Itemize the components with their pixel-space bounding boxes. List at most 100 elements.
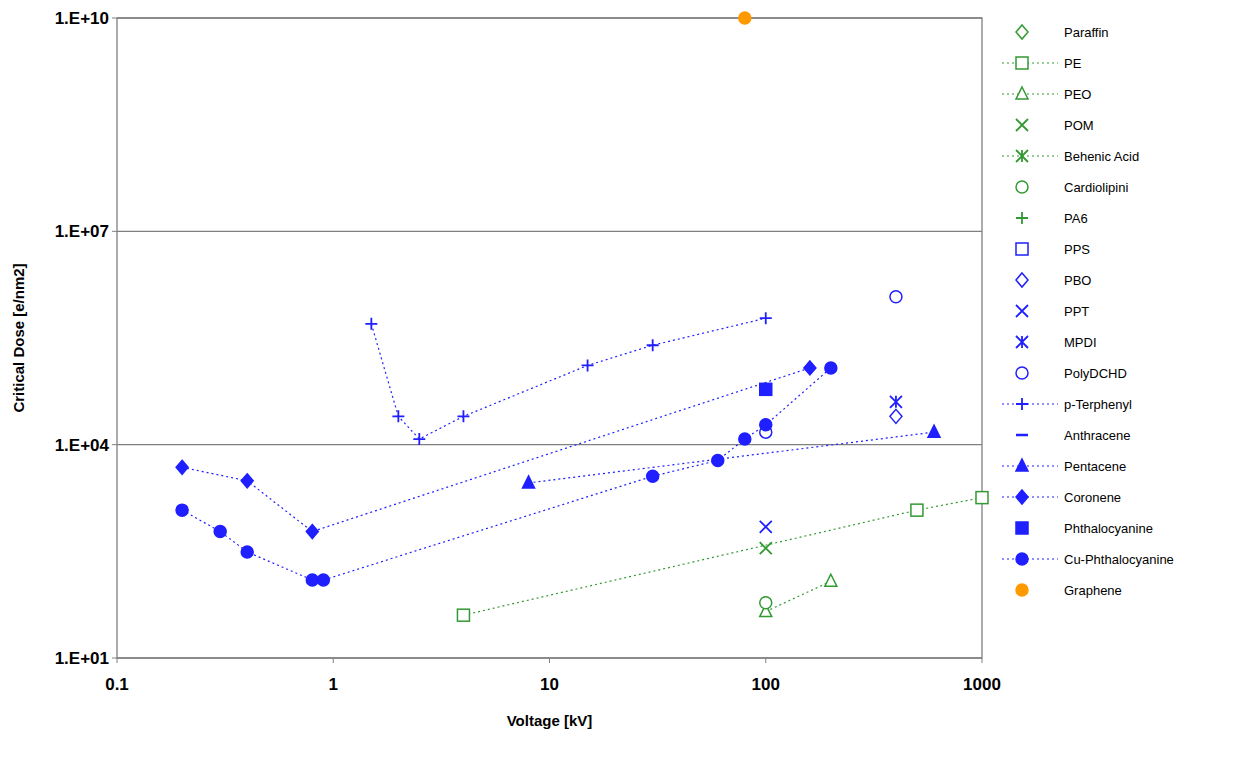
legend-item: PBO	[1016, 273, 1091, 288]
point	[804, 361, 816, 375]
legend-marker	[1016, 305, 1028, 317]
point	[739, 433, 751, 445]
legend-marker	[1016, 553, 1028, 565]
legend-item: Cu-Phthalocyanine	[1002, 552, 1174, 567]
series-line	[529, 432, 934, 483]
legend-marker	[1016, 181, 1028, 193]
tick-mark	[549, 658, 550, 663]
point	[306, 574, 318, 586]
legend-label: p-Terphenyl	[1064, 397, 1132, 412]
point	[760, 419, 772, 431]
point	[176, 504, 188, 516]
point	[760, 312, 772, 324]
legend-label: Phthalocyanine	[1064, 521, 1153, 536]
series	[365, 312, 771, 445]
series	[760, 291, 902, 438]
series-line	[766, 581, 831, 611]
legend-label: PPS	[1064, 242, 1090, 257]
point	[911, 504, 923, 516]
tick-label: 1.E+07	[55, 222, 109, 241]
point	[712, 454, 724, 466]
x-axis-label: Voltage [kV]	[507, 712, 593, 729]
point	[392, 410, 404, 422]
legend-item: Phthalocyanine	[1016, 521, 1153, 536]
series	[457, 492, 988, 622]
point	[890, 291, 902, 303]
legend-item: Graphene	[1016, 583, 1122, 598]
point	[928, 425, 940, 437]
legend-item: p-Terphenyl	[1002, 397, 1132, 412]
point	[760, 597, 772, 609]
legend-label: PolyDCHD	[1064, 366, 1127, 381]
legend-item: PE	[1002, 56, 1082, 71]
grid-line	[117, 444, 982, 445]
series	[760, 383, 772, 395]
legend-label: Pentacene	[1064, 459, 1126, 474]
point	[760, 521, 772, 533]
tick-label: 1	[329, 675, 338, 694]
point	[317, 574, 329, 586]
legend-item: Anthracene	[1016, 428, 1131, 443]
legend-line	[1002, 465, 1058, 466]
legend-label: Cardiolipini	[1064, 180, 1128, 195]
legend-marker	[1016, 584, 1028, 596]
tick-mark	[765, 658, 766, 663]
legend-marker	[1016, 459, 1028, 471]
data-group	[176, 12, 988, 621]
legend-line	[1002, 558, 1058, 559]
point	[825, 362, 837, 374]
grid-line	[117, 231, 982, 232]
legend-marker	[1016, 367, 1028, 379]
tick-mark	[112, 658, 117, 659]
point	[890, 409, 902, 423]
legend-label: PEO	[1064, 87, 1091, 102]
legend-item: PEO	[1002, 87, 1091, 102]
legend-item: Cardiolipini	[1016, 180, 1128, 195]
legend-line	[1002, 155, 1058, 156]
tick-mark	[112, 231, 117, 232]
point	[976, 492, 988, 504]
series	[760, 521, 772, 533]
legend-marker	[1016, 119, 1028, 131]
legend-item: Coronene	[1002, 490, 1121, 505]
series-line	[182, 368, 831, 580]
legend-label: PA6	[1064, 211, 1088, 226]
series-line	[371, 318, 765, 439]
point	[214, 526, 226, 538]
legend-label: Graphene	[1064, 583, 1122, 598]
legend-label: PE	[1064, 56, 1082, 71]
point	[890, 396, 902, 408]
series	[890, 409, 902, 423]
legend: ParaffinPEPEOPOMBehenic AcidCardiolipini…	[1002, 25, 1174, 598]
point	[457, 410, 469, 422]
tick-mark	[117, 658, 118, 663]
series	[890, 396, 902, 408]
tick-mark	[982, 658, 983, 663]
legend-label: Coronene	[1064, 490, 1121, 505]
tick-label: 100	[752, 675, 780, 694]
background	[0, 0, 1240, 764]
legend-marker	[1016, 150, 1028, 162]
point	[241, 474, 253, 488]
legend-marker	[1016, 336, 1028, 348]
legend-marker	[1016, 57, 1028, 69]
legend-item: Pentacene	[1002, 459, 1126, 474]
legend-label: Cu-Phthalocyanine	[1064, 552, 1174, 567]
point	[825, 574, 837, 586]
point	[365, 318, 377, 330]
legend-label: Behenic Acid	[1064, 149, 1139, 164]
point	[413, 433, 425, 445]
legend-item: PolyDCHD	[1016, 366, 1127, 381]
series-line	[463, 498, 982, 616]
chart: 1.E+011.E+041.E+071.E+100.11101001000Vol…	[0, 0, 1240, 764]
legend-marker	[1016, 87, 1028, 99]
legend-marker	[1016, 490, 1028, 504]
point	[241, 546, 253, 558]
legend-item: Behenic Acid	[1002, 149, 1139, 164]
tick-label: 10	[540, 675, 559, 694]
legend-marker	[1016, 243, 1028, 255]
tick-label: 1.E+01	[55, 649, 109, 668]
legend-item: POM	[1016, 118, 1094, 133]
tick-mark	[112, 444, 117, 445]
point	[523, 476, 535, 488]
